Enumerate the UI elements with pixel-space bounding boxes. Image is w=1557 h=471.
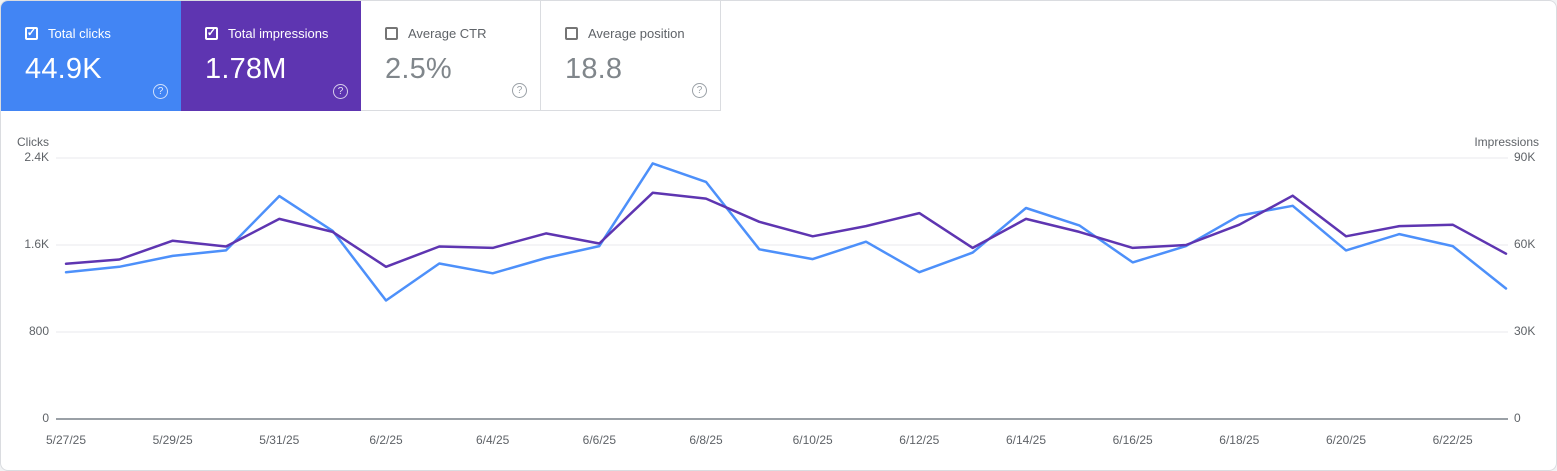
left-axis-title: Clicks [17, 135, 49, 149]
x-axis-date-label: 5/31/25 [259, 433, 300, 447]
x-axis-date-label: 6/2/25 [369, 433, 403, 447]
average-ctr-checkbox[interactable] [385, 27, 398, 40]
help-icon[interactable]: ? [692, 83, 707, 98]
x-axis-date-label: 6/8/25 [689, 433, 723, 447]
metric-cards-row: ✓ Total clicks 44.9K ? ✓ Total impressio… [1, 1, 1556, 111]
total-clicks-value: 44.9K [25, 53, 102, 85]
x-axis-date-label: 6/16/25 [1112, 433, 1153, 447]
left-axis-tick: 2.4K [24, 150, 49, 164]
x-axis-date-label: 6/10/25 [792, 433, 833, 447]
help-icon[interactable]: ? [333, 84, 348, 99]
average-position-value: 18.8 [565, 53, 623, 85]
x-axis-date-label: 6/22/25 [1432, 433, 1473, 447]
metric-card-average-position[interactable]: Average position 18.8 ? [541, 1, 721, 111]
x-axis-date-label: 6/6/25 [582, 433, 617, 447]
help-icon[interactable]: ? [153, 84, 168, 99]
x-axis-date-label: 6/4/25 [475, 433, 510, 447]
metric-card-total-impressions[interactable]: ✓ Total impressions 1.78M ? [181, 1, 361, 111]
x-axis-date-label: 6/18/25 [1219, 433, 1260, 447]
total-impressions-label: Total impressions [228, 26, 329, 41]
average-ctr-label: Average CTR [408, 26, 487, 41]
performance-chart[interactable]: Clicks Impressions 2.4K 90K 1.6K 60K 800 30K 0… [1, 111, 1557, 470]
total-clicks-label: Total clicks [48, 26, 111, 41]
average-position-checkbox[interactable] [565, 27, 578, 40]
card-head: ✓ Total impressions [205, 26, 361, 41]
metric-card-total-clicks[interactable]: ✓ Total clicks 44.9K ? [1, 1, 181, 111]
card-head: Average CTR [385, 26, 540, 41]
right-axis-tick: 60K [1514, 237, 1536, 251]
x-axis-date-label: 5/29/25 [152, 433, 193, 447]
total-impressions-checkbox[interactable]: ✓ [205, 27, 218, 40]
left-axis-tick: 0 [42, 411, 49, 425]
right-axis-tick: 30K [1514, 324, 1536, 338]
average-ctr-value: 2.5% [385, 53, 452, 85]
left-axis-tick: 800 [28, 324, 49, 338]
right-axis-tick: 0 [1514, 411, 1521, 425]
x-axis-date-label: 5/27/25 [45, 433, 87, 447]
metric-card-average-ctr[interactable]: Average CTR 2.5% ? [361, 1, 541, 111]
x-axis-date-label: 6/12/25 [899, 433, 940, 447]
total-impressions-value: 1.78M [205, 53, 287, 85]
right-axis-title: Impressions [1474, 135, 1539, 149]
x-axis-date-label: 6/14/25 [1005, 433, 1047, 447]
left-axis-tick: 1.6K [24, 237, 49, 251]
x-axis-date-label: 6/20/25 [1325, 433, 1367, 447]
chart-canvas[interactable] [1, 111, 1557, 451]
right-axis-tick: 90K [1514, 150, 1536, 164]
card-head: Average position [565, 26, 720, 41]
average-position-label: Average position [588, 26, 685, 41]
clicks-line[interactable] [64, 162, 1508, 302]
card-head: ✓ Total clicks [25, 26, 181, 41]
total-clicks-checkbox[interactable]: ✓ [25, 27, 38, 40]
help-icon[interactable]: ? [512, 83, 527, 98]
impressions-line[interactable] [64, 191, 1508, 269]
